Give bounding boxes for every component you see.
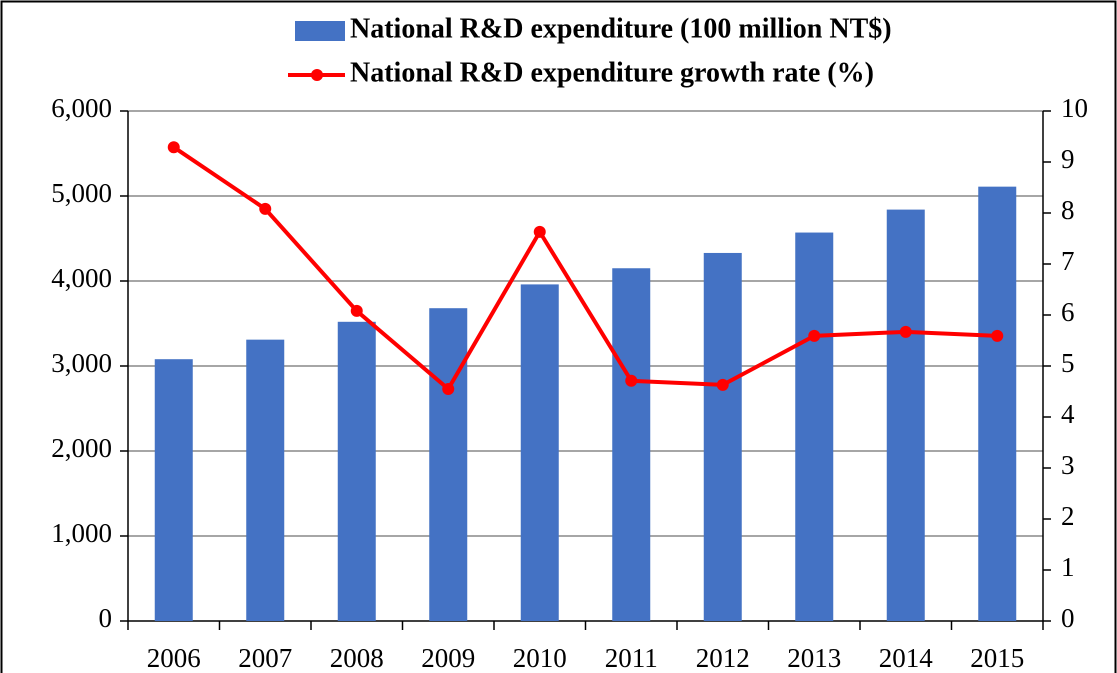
y-tick-label: 2,000	[51, 433, 112, 463]
x-tick-label: 2014	[879, 643, 934, 673]
line-marker	[716, 378, 729, 391]
y-tick-label: 4,000	[51, 263, 112, 293]
x-tick-label: 2013	[787, 643, 841, 673]
bar	[520, 284, 559, 621]
x-tick-label: 2009	[421, 643, 475, 673]
line-marker	[625, 374, 638, 387]
x-tick-label: 2012	[696, 643, 750, 673]
x-tick-label: 2006	[147, 643, 201, 673]
x-tick-label: 2008	[330, 643, 384, 673]
line-marker	[899, 325, 912, 338]
y2-tick-label: 1	[1061, 552, 1075, 582]
line-marker	[991, 329, 1004, 342]
y2-tick-label: 4	[1061, 399, 1075, 429]
legend-label: National R&D expenditure growth rate (%)	[350, 57, 874, 88]
line-marker	[350, 304, 363, 317]
y2-tick-label: 2	[1061, 501, 1075, 531]
bar	[154, 359, 193, 621]
y2-tick-label: 9	[1061, 144, 1075, 174]
line-marker	[167, 141, 180, 154]
line-marker	[808, 329, 821, 342]
legend-marker	[311, 69, 323, 81]
bar	[703, 252, 742, 621]
y-tick-label: 3,000	[51, 348, 112, 378]
bar	[612, 268, 651, 621]
bar	[886, 209, 925, 621]
x-tick-label: 2015	[970, 643, 1024, 673]
y2-tick-label: 7	[1061, 246, 1075, 276]
y2-tick-label: 10	[1061, 93, 1088, 123]
bar	[978, 186, 1017, 621]
y-tick-label: 6,000	[51, 93, 112, 123]
y2-tick-label: 5	[1061, 348, 1075, 378]
y-tick-label: 5,000	[51, 178, 112, 208]
legend-label: National R&D expenditure (100 million NT…	[350, 13, 892, 44]
line-marker	[533, 225, 546, 238]
bar	[795, 232, 834, 622]
legend-swatch	[295, 21, 345, 41]
bar	[429, 308, 468, 621]
bar	[337, 321, 376, 621]
line	[172, 145, 998, 393]
y2-tick-label: 0	[1061, 603, 1075, 633]
line-marker	[442, 382, 455, 395]
x-tick-label: 2011	[605, 643, 658, 673]
line-marker	[259, 202, 272, 215]
y2-tick-label: 8	[1061, 195, 1075, 225]
y2-tick-label: 3	[1061, 450, 1075, 480]
x-tick-label: 2010	[513, 643, 567, 673]
y-tick-label: 0	[99, 603, 113, 633]
y2-tick-label: 6	[1061, 297, 1075, 327]
y-tick-label: 1,000	[51, 518, 112, 548]
x-tick-label: 2007	[238, 643, 292, 673]
bar	[246, 339, 285, 621]
